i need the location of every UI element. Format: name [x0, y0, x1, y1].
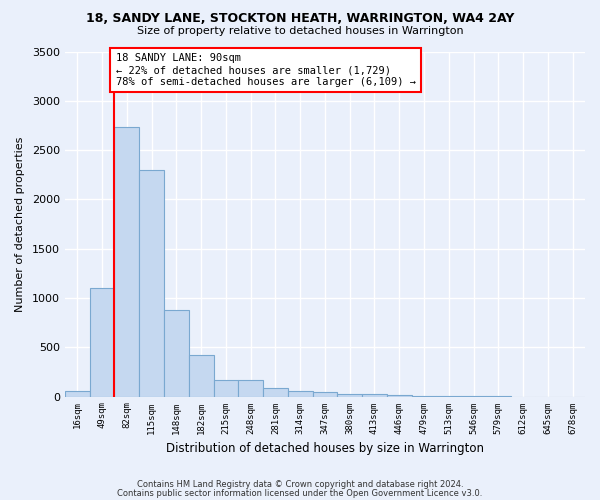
Bar — [263, 388, 288, 396]
Text: Size of property relative to detached houses in Warrington: Size of property relative to detached ho… — [137, 26, 463, 36]
Bar — [214, 380, 238, 396]
Bar — [362, 394, 387, 396]
Text: Contains public sector information licensed under the Open Government Licence v3: Contains public sector information licen… — [118, 488, 482, 498]
Text: 18 SANDY LANE: 90sqm
← 22% of detached houses are smaller (1,729)
78% of semi-de: 18 SANDY LANE: 90sqm ← 22% of detached h… — [116, 54, 416, 86]
Bar — [238, 380, 263, 396]
Bar — [337, 394, 362, 396]
Bar — [115, 128, 139, 396]
Bar — [313, 392, 337, 396]
X-axis label: Distribution of detached houses by size in Warrington: Distribution of detached houses by size … — [166, 442, 484, 455]
Bar — [288, 390, 313, 396]
Bar — [189, 354, 214, 397]
Bar — [65, 391, 89, 396]
Y-axis label: Number of detached properties: Number of detached properties — [15, 136, 25, 312]
Bar — [89, 288, 115, 397]
Bar — [139, 170, 164, 396]
Text: 18, SANDY LANE, STOCKTON HEATH, WARRINGTON, WA4 2AY: 18, SANDY LANE, STOCKTON HEATH, WARRINGT… — [86, 12, 514, 26]
Bar — [387, 395, 412, 396]
Text: Contains HM Land Registry data © Crown copyright and database right 2024.: Contains HM Land Registry data © Crown c… — [137, 480, 463, 489]
Bar — [164, 310, 189, 396]
